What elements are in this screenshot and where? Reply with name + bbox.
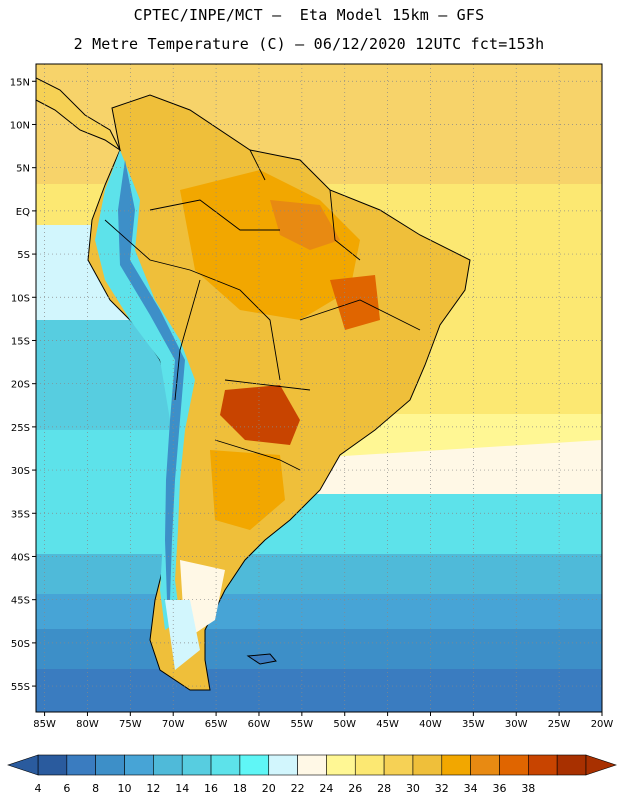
colorbar-segment	[37, 754, 68, 776]
lat-tick-label: 45S	[11, 596, 30, 607]
map-frame	[35, 63, 603, 713]
colorbar-right-arrow	[585, 754, 617, 776]
colorbar-label: 36	[492, 782, 506, 795]
lon-tick-label: 70W	[162, 719, 185, 730]
hot-spot-north	[270, 200, 340, 250]
colorbar-label: 34	[464, 782, 478, 795]
ocean-band-mid	[36, 494, 602, 554]
lat-tick-label: 5N	[16, 164, 30, 175]
lon-tick-label: 55W	[291, 719, 314, 730]
ocean-band-south-3	[36, 629, 602, 669]
colorbar-label: 38	[521, 782, 535, 795]
colorbar-segment	[556, 754, 587, 776]
lon-tick-label: 85W	[33, 719, 56, 730]
title-line-1: CPTEC/INPE/MCT – Eta Model 15km – GFS	[133, 6, 485, 24]
lon-tick-label: 65W	[205, 719, 228, 730]
lat-tick-label: 15N	[10, 77, 30, 88]
colorbar-label: 26	[348, 782, 362, 795]
lon-tick-label: 75W	[119, 719, 142, 730]
title-line-2: 2 Metre Temperature (C) – 06/12/2020 12U…	[73, 35, 545, 53]
colorbar-segment	[528, 754, 558, 776]
colorbar-segment	[441, 754, 471, 776]
lat-tick-label: 30S	[11, 466, 30, 477]
colorbar-label: 8	[92, 782, 99, 795]
lon-tick-label: 80W	[76, 719, 99, 730]
colorbar-segment	[326, 754, 356, 776]
lat-tick-label: 20S	[11, 380, 30, 391]
ocean-band-south-4	[36, 669, 602, 712]
lat-tick-label: 40S	[11, 552, 30, 563]
lat-tick-label: 55S	[11, 682, 30, 693]
hot-spot-central	[330, 275, 380, 330]
colorbar-segment	[297, 754, 327, 776]
colorbar-segment	[181, 754, 212, 776]
colorbar-segment	[470, 754, 500, 776]
colorbar-segment	[153, 754, 183, 776]
ocean-band-cool	[36, 300, 170, 430]
country-borders	[104, 149, 421, 471]
axis-labels: 15N 10N 5N EQ 5S 10S 15S 20S 25S 30S 35S 40S 45S 50S 5…	[10, 77, 614, 730]
hot-spot-paraguay	[220, 385, 300, 445]
ocean-band-south-1	[36, 554, 602, 594]
ocean-band-south-2	[36, 594, 602, 629]
lon-tick-label: 35W	[462, 719, 485, 730]
colorbar-label: 28	[377, 782, 391, 795]
andes-cold-core	[118, 160, 185, 600]
colorbar-segment	[268, 754, 298, 776]
lat-tick-label: 15S	[11, 336, 30, 347]
lon-tick-label: 25W	[548, 719, 571, 730]
colorbar-label: 16	[204, 782, 218, 795]
colorbar-label: 10	[118, 782, 132, 795]
colorbar-label: 14	[175, 782, 189, 795]
colorbar-label: 6	[63, 782, 70, 795]
lat-tick-label: 10N	[10, 120, 30, 131]
patagonia-cool	[165, 600, 200, 670]
colorbar-segment	[66, 754, 96, 776]
lat-tick-label: 35S	[11, 509, 30, 520]
colorbar-segment	[499, 754, 529, 776]
pacific-band-mid	[36, 430, 170, 494]
colorbar-segment	[95, 754, 125, 776]
lon-tick-label: 40W	[419, 719, 442, 730]
lat-tick-label: 25S	[11, 423, 30, 434]
colorbar-label: 32	[435, 782, 449, 795]
lon-tick-label: 45W	[376, 719, 399, 730]
colorbar-label: 4	[35, 782, 42, 795]
colorbar-segment	[210, 754, 241, 776]
lon-tick-label: 20W	[591, 719, 614, 730]
central-america-land	[36, 77, 122, 152]
falkland-islands	[246, 653, 277, 665]
colorbar-segment	[383, 754, 414, 776]
lat-tick-label: 50S	[11, 639, 30, 650]
colorbar-left-arrow	[7, 754, 39, 776]
lat-tick-label: EQ	[16, 207, 30, 218]
colorbar-segment	[412, 754, 443, 776]
lon-tick-label: 30W	[505, 719, 528, 730]
lat-tick-label: 5S	[17, 250, 30, 261]
graticule	[36, 64, 602, 712]
colorbar: 4 6 8 10 12 14 16 18 20 22 24 26 28 30 32 34 36 38	[7, 754, 617, 795]
colorbar-label: 24	[319, 782, 333, 795]
colorbar-segment	[239, 754, 270, 776]
colorbar-segment	[354, 754, 385, 776]
colorbar-label: 20	[262, 782, 276, 795]
colorbar-segment	[124, 754, 154, 776]
colorbar-label: 30	[406, 782, 420, 795]
colorbar-label: 12	[146, 782, 160, 795]
colorbar-label: 22	[291, 782, 305, 795]
lon-tick-label: 60W	[248, 719, 271, 730]
lat-tick-label: 10S	[11, 293, 30, 304]
colorbar-label: 18	[233, 782, 247, 795]
lon-tick-label: 50W	[333, 719, 356, 730]
